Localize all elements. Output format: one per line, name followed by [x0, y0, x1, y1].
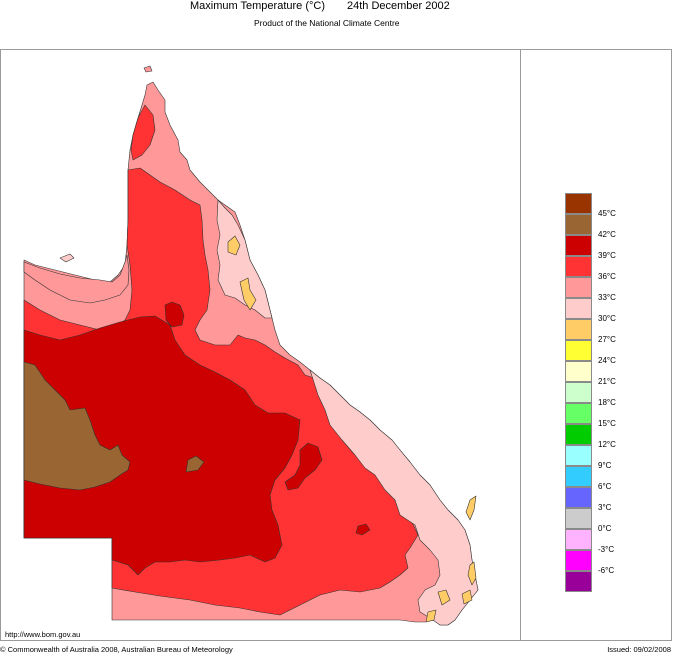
zone-42-45: [23, 361, 131, 491]
legend-swatch: [565, 256, 592, 277]
legend-label: 24°C: [598, 356, 616, 365]
zone-27-30-g: [461, 589, 473, 605]
legend-label: 33°C: [598, 293, 616, 302]
legend-swatch: [565, 571, 592, 592]
zone-30-33-coast: [309, 369, 479, 626]
temperature-map: [23, 65, 479, 626]
legend-swatch: [565, 235, 592, 256]
zone-42-45-blob: [185, 455, 205, 473]
legend-label: 30°C: [598, 314, 616, 323]
legend-label: 36°C: [598, 272, 616, 281]
zone-27-30-d: [467, 561, 477, 586]
legend-label: 39°C: [598, 251, 616, 260]
legend-label: 12°C: [598, 440, 616, 449]
legend-swatch: [565, 382, 592, 403]
subtitle: Product of the National Climate Centre: [254, 18, 400, 28]
legend-swatch: [565, 277, 592, 298]
legend-label: 27°C: [598, 335, 616, 344]
legend-swatch: [565, 298, 592, 319]
zone-39-42-blob3: [355, 523, 371, 536]
legend-label: -6°C: [598, 566, 615, 575]
legend-swatch: [565, 193, 592, 214]
legend-label: 42°C: [598, 230, 616, 239]
zone-27-30-e: [437, 589, 451, 606]
zone-39-42: [23, 315, 301, 576]
legend-label: 6°C: [598, 482, 612, 491]
issued-date: Issued: 09/02/2008: [607, 645, 671, 654]
legend-swatch: [565, 487, 592, 508]
legend-divider: [520, 49, 521, 641]
legend-label: 21°C: [598, 377, 616, 386]
copyright: © Commonwealth of Australia 2008, Austra…: [0, 645, 233, 654]
legend-swatch: [565, 550, 592, 571]
legend-swatch: [565, 466, 592, 487]
legend-swatch: [565, 361, 592, 382]
legend-label: 15°C: [598, 419, 616, 428]
map-title: Maximum Temperature (°C) 24th December 2…: [0, 0, 674, 14]
zone-30-33: [216, 199, 273, 319]
island: [59, 253, 75, 263]
island: [143, 65, 153, 73]
legend-swatch: [565, 319, 592, 340]
title-text: Maximum Temperature (°C): [190, 0, 326, 12]
legend-label: 9°C: [598, 461, 612, 470]
zone-27-30-b: [239, 277, 257, 311]
zone-39-42-blob1: [164, 301, 185, 328]
zone-39-42-blob2: [284, 442, 323, 491]
legend-swatch: [565, 340, 592, 361]
zone-33-36-gulf: [23, 254, 130, 304]
legend-swatch: [565, 508, 592, 529]
legend-swatch: [565, 214, 592, 235]
legend-swatch: [565, 529, 592, 550]
legend-label: 45°C: [598, 209, 616, 218]
legend-swatch: [565, 403, 592, 424]
legend-label: 0°C: [598, 524, 612, 533]
map-frame: [0, 49, 672, 641]
legend-label: 18°C: [598, 398, 616, 407]
zone-27-30-a: [227, 235, 241, 256]
zone-27-30-c: [465, 495, 477, 521]
title-date: 24th December 2002: [347, 0, 450, 12]
source-url: http://www.bom.gov.au: [5, 630, 81, 639]
legend-label: -3°C: [598, 545, 615, 554]
legend-swatch: [565, 445, 592, 466]
legend-swatch: [565, 424, 592, 445]
legend-label: 3°C: [598, 503, 612, 512]
zone-36-39-cape: [130, 104, 156, 161]
zone-27-30-f: [425, 609, 437, 623]
